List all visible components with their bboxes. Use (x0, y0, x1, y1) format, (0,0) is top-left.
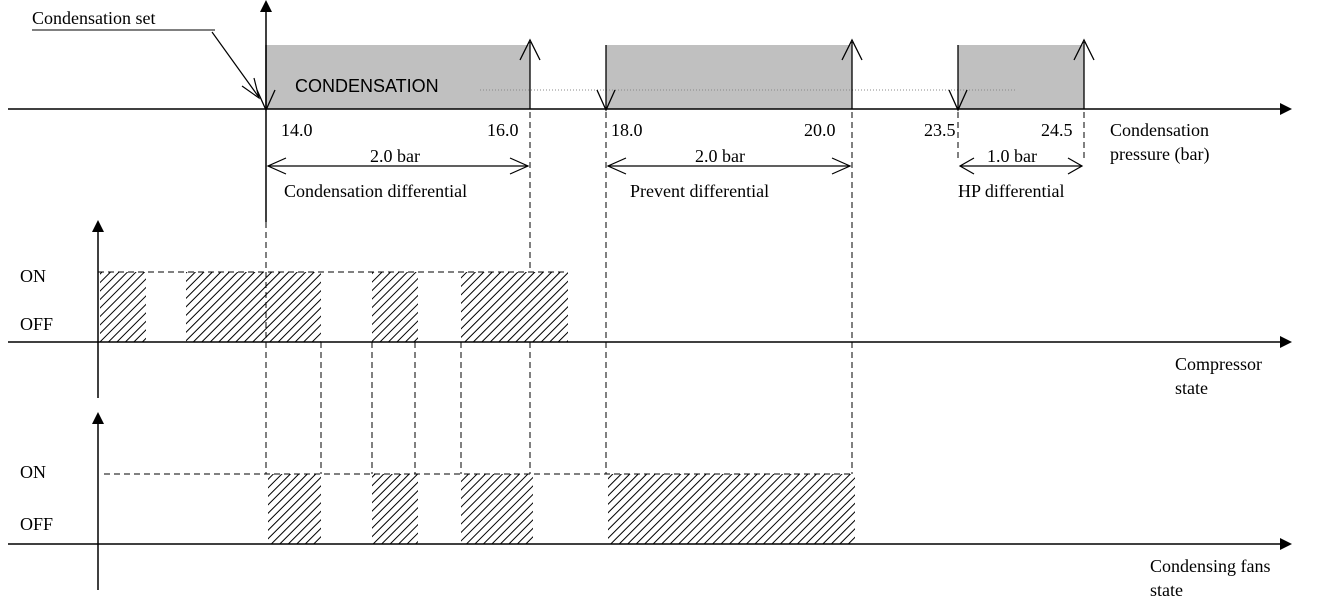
band-edge-arrows (256, 38, 1095, 112)
fans-axis-label: state (1150, 580, 1183, 600)
prevent-band (606, 45, 852, 109)
differential-name: Condensation differential (284, 181, 467, 201)
fans-off-label: OFF (20, 514, 53, 534)
band-drop-lines (529, 112, 1085, 474)
tick-label: 16.0 (487, 120, 519, 140)
fans-on-block (372, 474, 418, 544)
pressure-axis-label: Condensation (1110, 120, 1209, 140)
pressure-section: CONDENSATION Condensation (8, 0, 1292, 474)
differential-value: 2.0 bar (695, 146, 745, 166)
compressor-section: ON OFF Compressor state (8, 220, 1292, 474)
pressure-axis-label: pressure (bar) (1110, 144, 1209, 165)
fans-on-block (461, 474, 533, 544)
condensation-band-label: CONDENSATION (295, 76, 439, 96)
tick-label: 23.5 (924, 120, 956, 140)
compressor-on-block (186, 272, 321, 342)
tick-label: 14.0 (281, 120, 313, 140)
compressor-axis-label: state (1175, 378, 1208, 398)
condensation-set-pointer (211, 31, 260, 100)
differential-name: HP differential (958, 181, 1064, 201)
compressor-on-block (372, 272, 418, 342)
compressor-on-block (461, 272, 568, 342)
differential-value: 2.0 bar (370, 146, 420, 166)
fans-on-block (608, 474, 855, 544)
condensation-set-label: Condensation set (32, 8, 156, 28)
tick-label: 20.0 (804, 120, 836, 140)
compressor-on-label: ON (20, 266, 46, 286)
fans-axis-label: Condensing fans (1150, 556, 1271, 576)
differential-arrows (266, 157, 1084, 175)
compressor-axis-label: Compressor (1175, 354, 1262, 374)
compressor-off-label: OFF (20, 314, 53, 334)
tick-label: 24.5 (1041, 120, 1073, 140)
fans-section: ON OFF Condensing fans state (8, 412, 1292, 600)
compressor-on-block (100, 272, 146, 342)
hp-band (958, 45, 1084, 109)
differential-value: 1.0 bar (987, 146, 1037, 166)
compressor-link-lines (265, 222, 531, 474)
fans-on-label: ON (20, 462, 46, 482)
differential-name: Prevent differential (630, 181, 769, 201)
tick-label: 18.0 (611, 120, 643, 140)
fans-on-block (268, 474, 321, 544)
condensation-band (266, 45, 530, 109)
